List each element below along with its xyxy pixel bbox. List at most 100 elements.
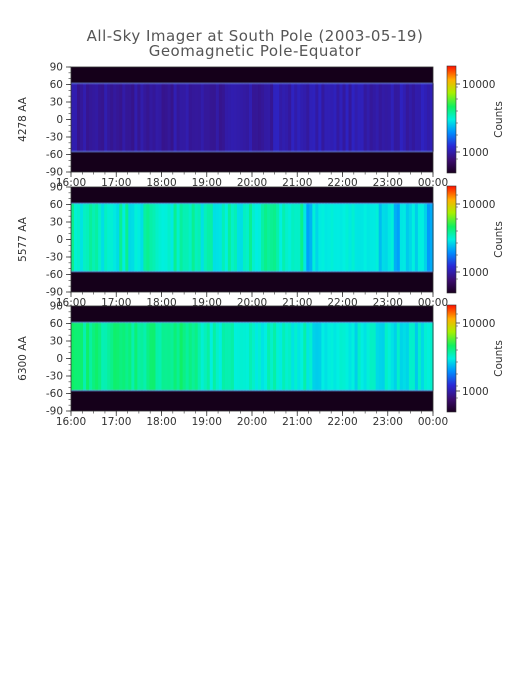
heatmap-strip [149, 203, 154, 272]
heatmap-strip [179, 203, 184, 272]
x-tick-label: 20:00 [237, 177, 267, 189]
heatmap-strip [122, 203, 126, 272]
heatmap-strip [411, 322, 416, 391]
heatmap-strip [167, 322, 172, 391]
heatmap-strip [98, 203, 102, 272]
heatmap-strip [402, 203, 407, 272]
colorbar-label: Counts [493, 221, 505, 258]
y-tick-label: 30 [50, 217, 63, 229]
heatmap-strip [158, 322, 163, 391]
heatmap-strip [405, 203, 410, 272]
colorbar [446, 304, 457, 413]
heatmap-strip [110, 83, 114, 152]
heatmap-strip [185, 203, 190, 272]
heatmap-strip [218, 322, 223, 391]
heatmap-strip [291, 203, 295, 272]
heatmap-strips [71, 322, 434, 391]
heatmap-strip [161, 322, 166, 391]
x-tick-label: 00:00 [418, 177, 448, 189]
heatmap-strip [303, 83, 307, 152]
heatmap-strip [279, 83, 283, 152]
heatmap-strip [369, 83, 374, 152]
heatmap-strip [360, 83, 365, 152]
heatmap-strip [330, 83, 335, 152]
y-tick-label: 0 [56, 353, 63, 365]
heatmap-strip [134, 203, 138, 272]
heatmap-strip [369, 322, 374, 391]
heatmap-strip [236, 83, 241, 152]
heatmap-strip [188, 83, 193, 152]
heatmap-strip [279, 203, 283, 272]
heatmap-strip [131, 203, 135, 272]
x-tick-label: 16:00 [56, 177, 86, 189]
heatmap-strip [143, 322, 148, 391]
y-tick-label: 60 [50, 318, 63, 330]
heatmap-strip [155, 322, 160, 391]
heatmap-strip [137, 322, 141, 391]
y-tick-label: -90 [46, 406, 63, 418]
heatmap-strip [426, 203, 431, 272]
heatmap-strip [131, 322, 135, 391]
heatmap-strip [227, 322, 232, 391]
heatmap-strip [384, 322, 389, 391]
heatmap-strip [233, 322, 238, 391]
heatmap-strip [429, 203, 434, 272]
heatmap-strip [399, 203, 404, 272]
heatmap-strip [402, 83, 407, 152]
heatmap-strip [101, 83, 105, 152]
heatmap-strip [264, 203, 268, 272]
heatmap-strip [387, 322, 392, 391]
x-tick-label: 00:00 [418, 416, 448, 428]
heatmap-strip [149, 83, 154, 152]
heatmap-strip [375, 322, 380, 391]
heatmap-strip [239, 83, 244, 152]
heatmap-strip [276, 203, 280, 272]
heatmap-strip [408, 83, 413, 152]
heatmap-strip [83, 203, 87, 272]
heatmap-strip [303, 322, 307, 391]
heatmap-strip [300, 83, 304, 152]
heatmap-strip [342, 203, 347, 272]
heatmap-strip [176, 322, 181, 391]
heatmap-strip [330, 322, 335, 391]
heatmap-strip [122, 322, 126, 391]
heatmap-strip [393, 83, 398, 152]
heatmap-strip [402, 322, 407, 391]
x-tick-label: 19:00 [192, 177, 222, 189]
heatmap-strip [236, 203, 241, 272]
x-tick-label: 20:00 [237, 416, 267, 428]
heatmap-strip [203, 322, 208, 391]
heatmap-strip [71, 203, 75, 272]
heatmap-strip [351, 203, 356, 272]
heatmap-strip [191, 322, 196, 391]
heatmap-strip [146, 203, 151, 272]
heatmap-strip [270, 203, 274, 272]
heatmap-strip [167, 203, 172, 272]
y-tick-label: 30 [50, 336, 63, 348]
heatmap-strip [324, 203, 329, 272]
heatmap-strip [378, 322, 383, 391]
heatmap-strip [267, 83, 271, 152]
heatmap-strip [270, 83, 274, 152]
heatmap-strip [288, 83, 292, 152]
heatmap-strip [215, 203, 220, 272]
heatmap-strip [273, 322, 277, 391]
heatmap-strip [218, 83, 223, 152]
heatmap-strip [252, 322, 256, 391]
heatmap-strip [116, 83, 120, 152]
heatmap-strip [345, 322, 350, 391]
heatmap-strip [194, 322, 199, 391]
heatmap-strip [378, 203, 383, 272]
heatmap-strip [236, 322, 241, 391]
heatmap-strip [324, 83, 329, 152]
heatmap-strip [83, 83, 87, 152]
heatmap-strip [396, 203, 401, 272]
colorbar-tick-label: 10000 [462, 318, 495, 330]
heatmap-strip [227, 83, 232, 152]
heatmap-strip [372, 203, 377, 272]
heatmap-strip [131, 83, 135, 152]
heatmap-strip [261, 322, 265, 391]
heatmap-strip [417, 203, 422, 272]
heatmap-strip [206, 203, 211, 272]
